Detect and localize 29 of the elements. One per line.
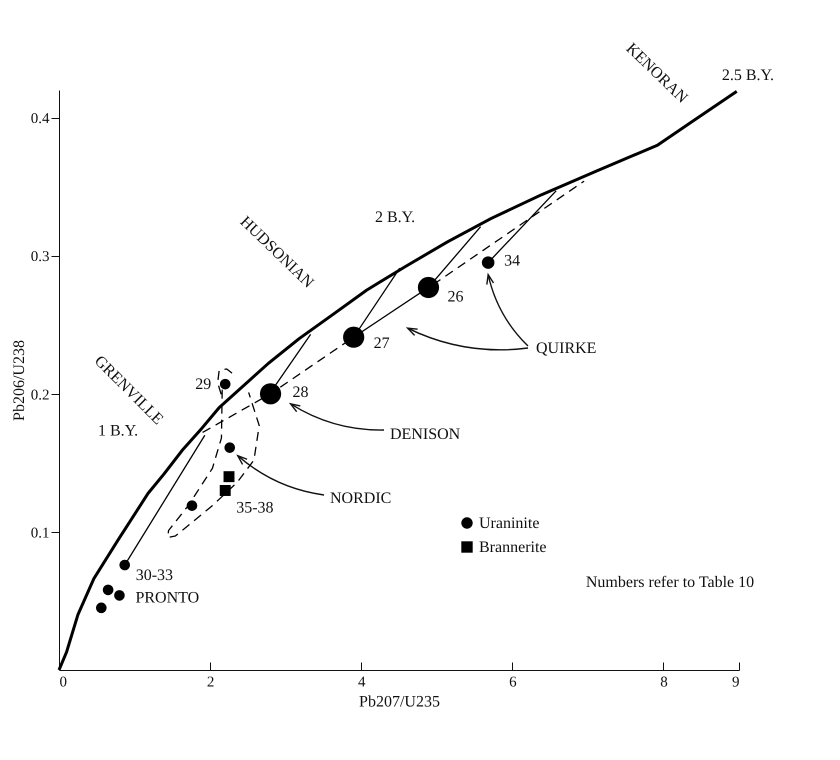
annotation: NORDIC bbox=[330, 490, 392, 507]
annotation: 34 bbox=[504, 252, 520, 270]
annotation: 29 bbox=[195, 376, 212, 394]
x-tick-label: 6 bbox=[509, 674, 518, 690]
legend-label: Brannerite bbox=[479, 539, 547, 556]
annotation: 2.5 B.Y. bbox=[722, 67, 774, 84]
annotation: 26 bbox=[447, 288, 464, 306]
x-tick-label: 8 bbox=[660, 674, 668, 690]
x-tick-label: 9 bbox=[732, 674, 740, 690]
y-tick-label: 0.2 bbox=[30, 387, 50, 404]
y-tick-label: 0.1 bbox=[30, 525, 50, 542]
annotation: 2 B.Y. bbox=[374, 208, 416, 226]
y-tick-label: 0.4 bbox=[30, 111, 50, 128]
x-tick-label: 2 bbox=[206, 674, 214, 690]
x-axis-title: Pb207/U235 bbox=[359, 694, 440, 710]
x-tick-label: 0 bbox=[60, 674, 67, 690]
annotation: 28 bbox=[292, 384, 309, 401]
annotation: 1 B.Y. bbox=[98, 422, 138, 440]
annotation: Numbers refer to Table 10 bbox=[586, 574, 754, 591]
y-axis-title: Pb206/U238 bbox=[10, 340, 28, 421]
x-tick-label: 4 bbox=[358, 674, 366, 690]
annotation: PRONTO bbox=[135, 589, 200, 606]
legend-label: Uraninite bbox=[479, 515, 540, 532]
y-tick-label: 0.3 bbox=[30, 249, 50, 266]
annotation: 27 bbox=[374, 335, 390, 352]
annotation: QUIRKE bbox=[536, 340, 596, 357]
annotation: 35-38 bbox=[236, 499, 274, 516]
annotation: DENISON bbox=[390, 426, 461, 443]
annotation: 30-33 bbox=[136, 567, 174, 584]
